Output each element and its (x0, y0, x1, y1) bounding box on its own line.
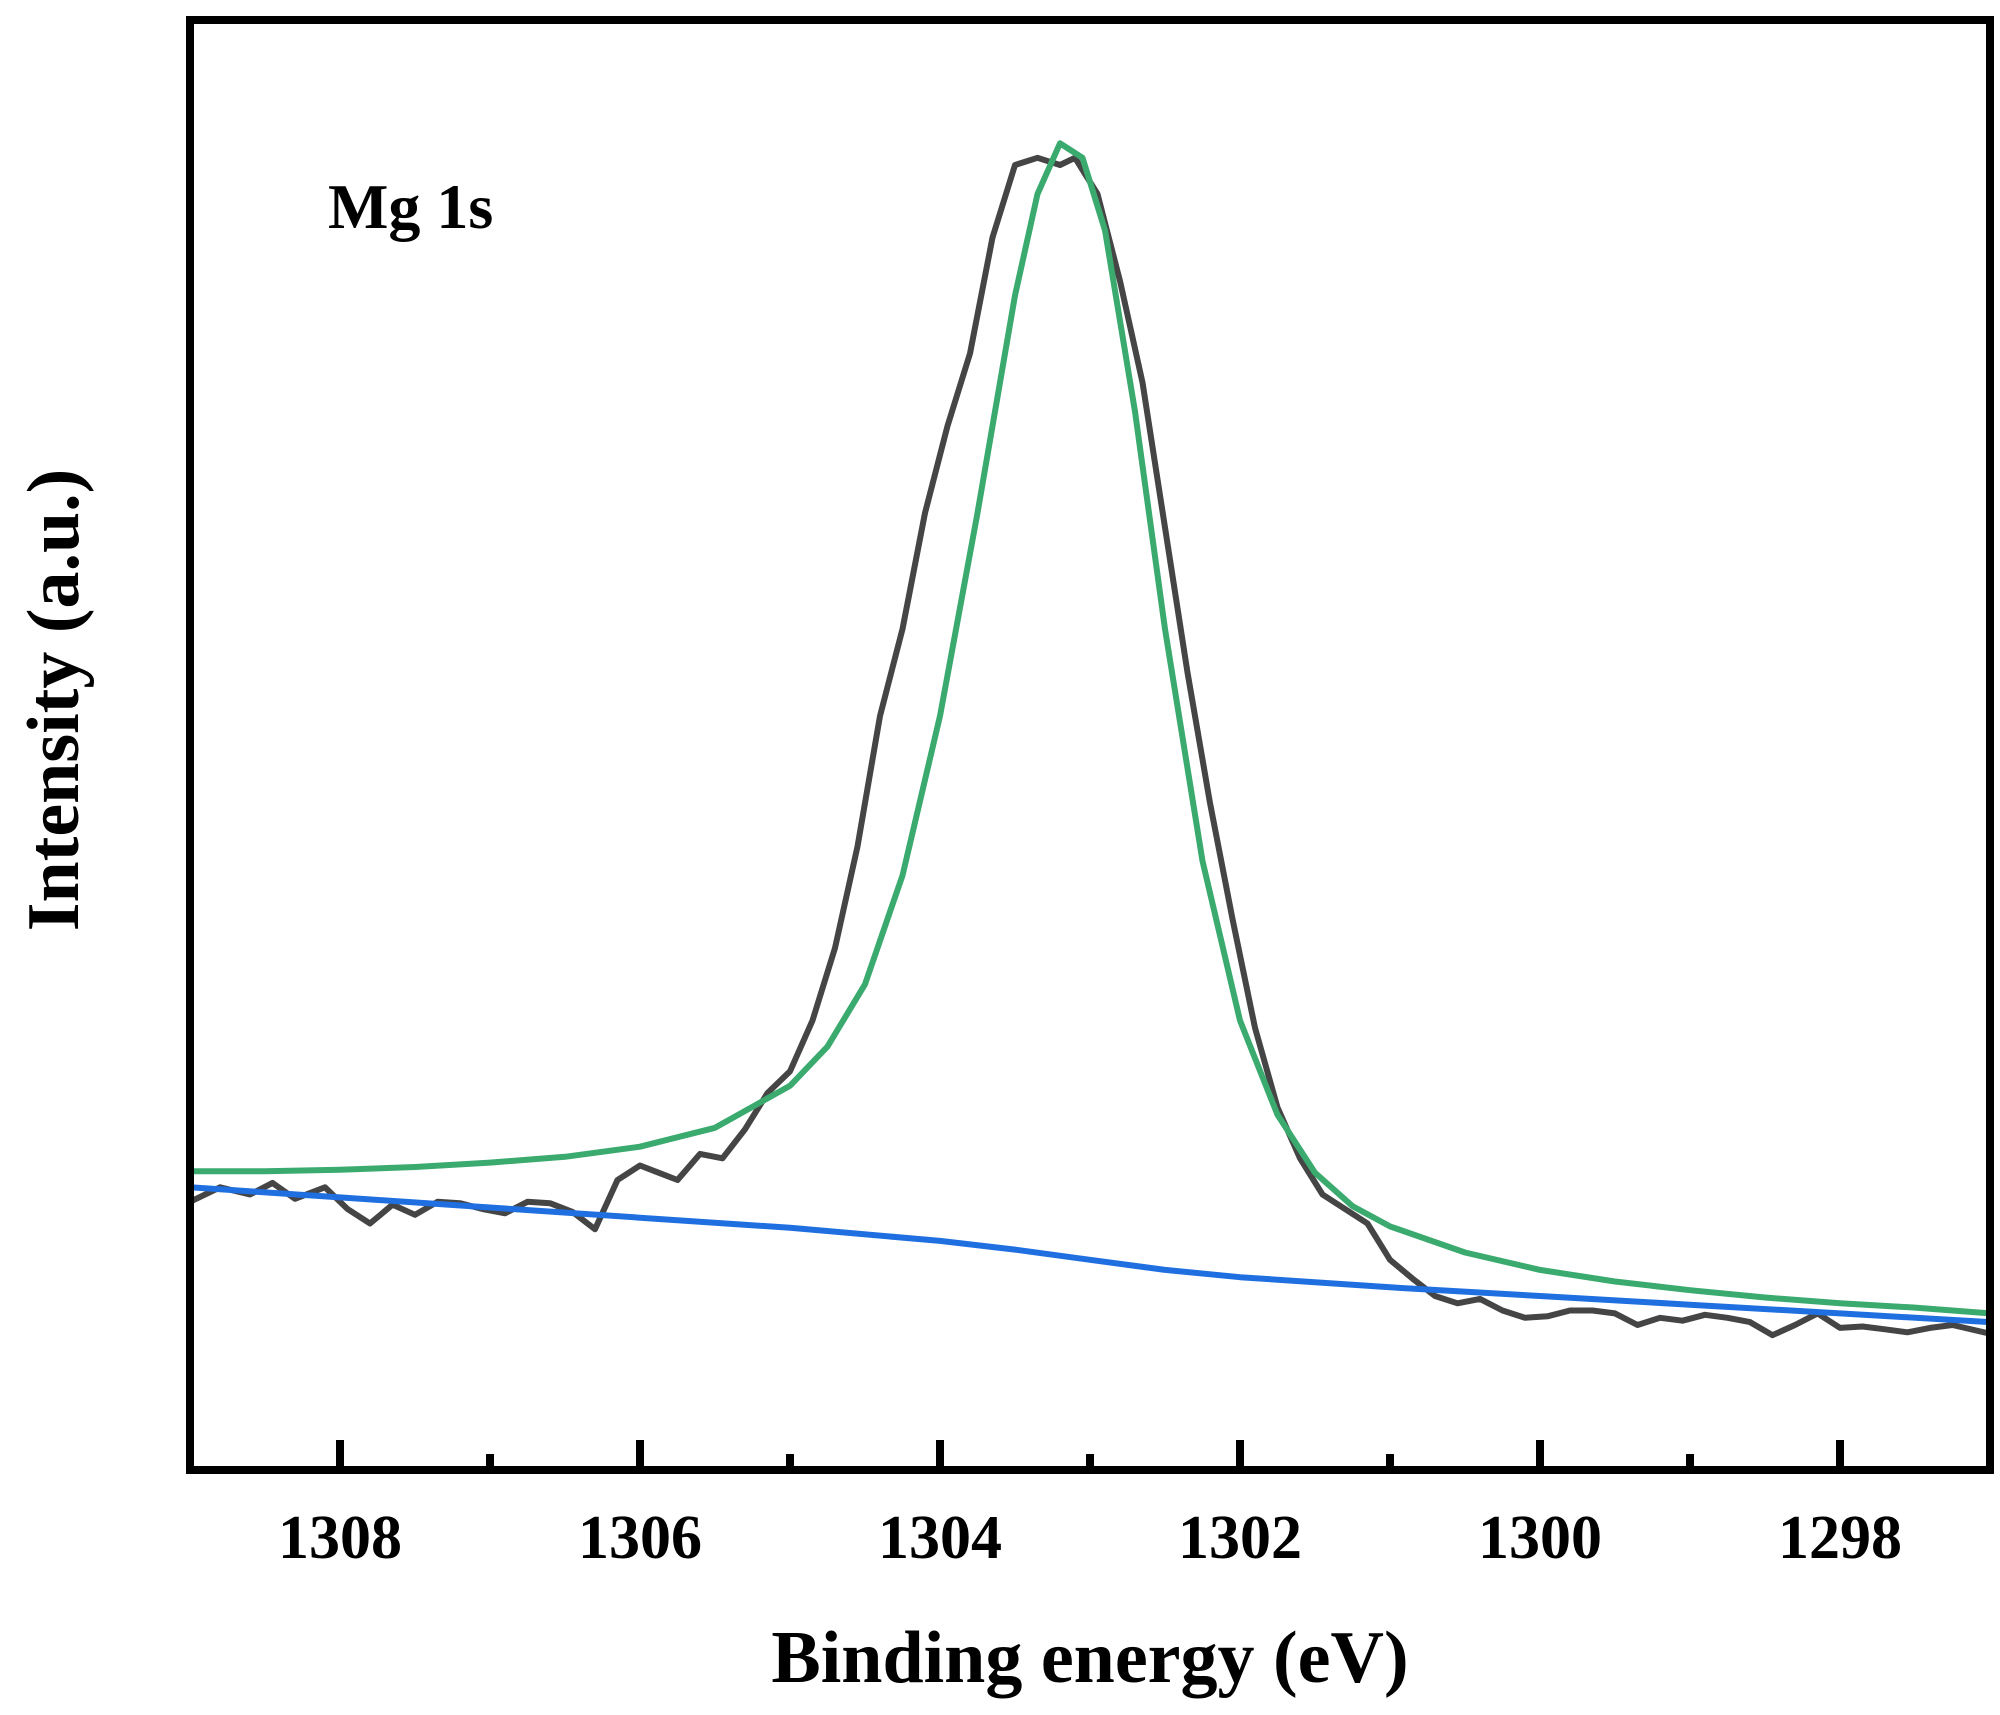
series-line-fit (190, 140, 1990, 1317)
y-axis-title: Intensity (a.u.) (13, 469, 95, 932)
x-tick-label: 1300 (1478, 1504, 1602, 1572)
spectrum-label: Mg 1s (328, 171, 493, 242)
x-axis-ticks: 1308 1306 1304 1302 1300 1298 (278, 1440, 1902, 1572)
x-tick-label: 1302 (1178, 1504, 1302, 1572)
x-tick-label: 1308 (278, 1504, 402, 1572)
x-tick-label: 1298 (1778, 1504, 1902, 1572)
plot-area (190, 140, 1990, 1339)
series-line-background (190, 1184, 1990, 1326)
x-tick-label: 1306 (578, 1504, 702, 1572)
x-axis-title: Binding energy (eV) (771, 1617, 1408, 1699)
series-line-raw (190, 154, 1990, 1339)
x-tick-label: 1304 (878, 1504, 1002, 1572)
